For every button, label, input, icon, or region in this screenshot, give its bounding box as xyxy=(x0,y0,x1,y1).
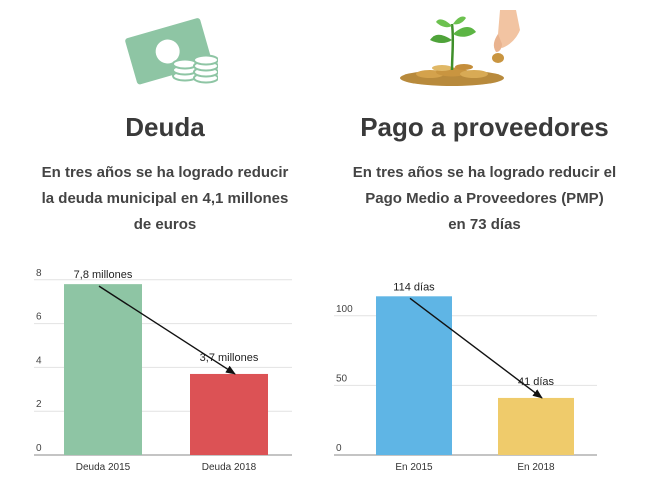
pmp-data-label: 114 días xyxy=(393,281,435,293)
debt-description-line: de euros xyxy=(133,216,197,233)
debt-category-label: Deuda 2015 xyxy=(76,462,131,473)
debt-panel: Deuda En tres años se ha logrado reducir… xyxy=(0,18,330,473)
supplier-payment-title: Pago a proveedores xyxy=(360,112,609,142)
debt-bar-chart: 0 2 4 6 8 Deuda 2015 7,8 millones Deuda 2018 3,7… xyxy=(34,268,292,473)
debt-ytick-label: 6 xyxy=(36,312,42,323)
supplier-payment-description-line: en 73 días xyxy=(448,216,521,233)
debt-ytick-label: 0 xyxy=(36,443,42,454)
money-bill-coins-icon xyxy=(125,18,218,85)
pmp-ytick-label: 100 xyxy=(336,304,353,315)
pmp-bar xyxy=(498,397,574,455)
pmp-ytick-label: 0 xyxy=(336,443,342,454)
debt-description-line: la deuda municipal en 4,1 millones xyxy=(41,190,289,207)
pmp-data-label: 41 días xyxy=(518,376,555,388)
supplier-payment-description: En tres años se ha logrado reducir el Pa… xyxy=(320,160,649,238)
pmp-category-label: En 2015 xyxy=(395,462,433,473)
pmp-ytick-label: 50 xyxy=(336,373,348,384)
debt-trend-arrow xyxy=(98,285,236,375)
pmp-bar-chart: 0 50 100 En 2015 114 días En 2018 41 días xyxy=(334,281,597,473)
debt-description-line: En tres años se ha logrado reducir xyxy=(41,164,289,181)
supplier-payment-panel: Pago a proveedores En tres años se ha lo… xyxy=(320,0,649,485)
pmp-bar xyxy=(376,296,452,455)
supplier-payment-description-line: En tres años se ha logrado reducir el xyxy=(352,164,617,181)
debt-description: En tres años se ha logrado reducir la de… xyxy=(0,160,330,238)
debt-ytick-label: 4 xyxy=(36,355,42,366)
debt-ytick-label: 8 xyxy=(36,268,42,279)
debt-data-label: 3,7 millones xyxy=(200,352,259,364)
debt-category-label: Deuda 2018 xyxy=(202,462,257,473)
debt-bar xyxy=(190,373,268,455)
debt-bar xyxy=(64,284,142,455)
debt-data-label: 7,8 millones xyxy=(74,269,133,281)
pmp-trend-arrow xyxy=(409,297,543,399)
supplier-payment-description-line: Pago Medio a Proveedores (PMP) xyxy=(365,190,604,207)
hand-coins-plant-icon xyxy=(400,10,520,86)
debt-ytick-label: 2 xyxy=(36,399,42,410)
pmp-category-label: En 2018 xyxy=(517,462,555,473)
debt-title: Deuda xyxy=(125,112,205,142)
